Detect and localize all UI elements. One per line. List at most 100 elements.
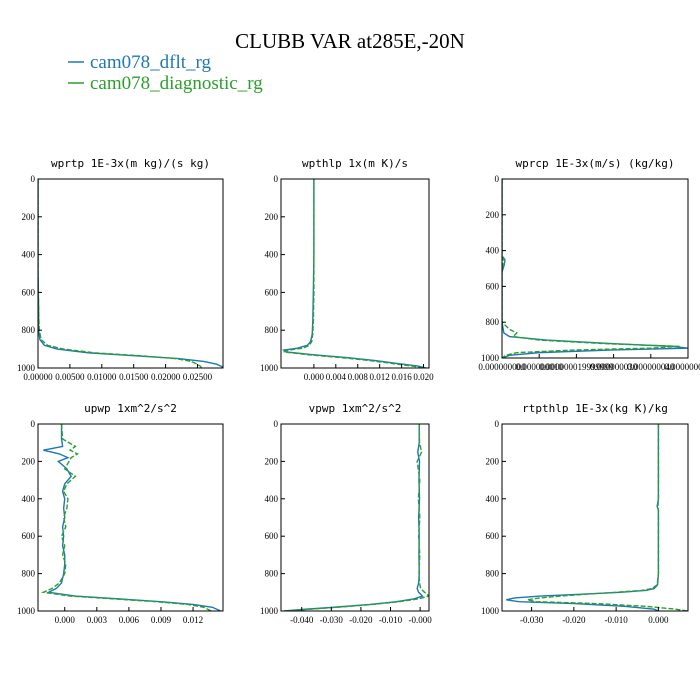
x-tick-label: 0.004 bbox=[326, 372, 347, 382]
y-tick-label: 0 bbox=[495, 174, 500, 184]
y-tick-label: 600 bbox=[265, 287, 279, 297]
y-tick-label: 400 bbox=[265, 250, 279, 260]
y-tick-label: 400 bbox=[22, 250, 36, 260]
plot-frame bbox=[501, 423, 689, 612]
x-tick-label: -0.040 bbox=[290, 615, 314, 625]
y-tick-label: 1000 bbox=[481, 606, 500, 616]
chart-panel-4: upwp 1xm^2/s^2 0 200 400 600 800 1000 0.000 0.00… bbox=[17, 402, 224, 625]
chart-title: wprcp 1E-3x(m/s) (kg/kg) bbox=[516, 157, 675, 170]
x-tick-label: -0.020 bbox=[349, 615, 373, 625]
y-tick-label: 0 bbox=[31, 419, 36, 429]
y-tick-label: 200 bbox=[265, 456, 279, 466]
y-tick-label: 1000 bbox=[17, 606, 36, 616]
y-tick-label: 400 bbox=[265, 494, 279, 504]
legend-label-dflt: cam078_dflt_rg bbox=[90, 52, 212, 73]
x-tick-label: 0.02000 bbox=[151, 372, 181, 382]
x-tick-label: -0.010 bbox=[379, 615, 403, 625]
x-tick-label: 0.000000019999999 bbox=[539, 362, 614, 372]
series-line-diagnostic bbox=[283, 179, 424, 368]
x-tick-label: 0.006 bbox=[119, 615, 140, 625]
x-tick-label: 0.000000010 bbox=[516, 362, 564, 372]
y-tick-label: 200 bbox=[265, 212, 279, 222]
y-tick-label: 200 bbox=[486, 456, 500, 466]
plot-frame bbox=[37, 178, 224, 369]
legend: cam078_dflt_rg cam078_diagnostic_rg bbox=[68, 52, 263, 94]
x-tick-label: 0.01000 bbox=[87, 372, 117, 382]
plot-frame bbox=[280, 178, 430, 369]
y-tick-label: 0 bbox=[274, 174, 279, 184]
y-tick-label: 200 bbox=[22, 212, 36, 222]
x-tick-label: 0.000000030 bbox=[590, 362, 638, 372]
x-tick-label: 0.020 bbox=[413, 372, 434, 382]
chart-title: vpwp 1xm^2/s^2 bbox=[309, 402, 402, 415]
y-tick-label: 800 bbox=[22, 325, 36, 335]
chart-panel-1: wprtp 1E-3x(m kg)/(s kg) 0 200 400 600 800 100… bbox=[17, 157, 224, 382]
x-tick-label: -0.010 bbox=[605, 615, 629, 625]
series-line-diagnostic bbox=[286, 424, 429, 611]
legend-label-diagnostic: cam078_diagnostic_rg bbox=[90, 73, 263, 94]
series-line-dflt bbox=[283, 424, 424, 611]
series-line-diagnostic bbox=[527, 424, 688, 611]
y-tick-label: 600 bbox=[486, 281, 500, 291]
chart-panel-6: rtpthlp 1E-3x(kg K)/kg 0 200 400 600 800 1000 -… bbox=[481, 402, 689, 625]
y-tick-label: 1000 bbox=[17, 363, 36, 373]
plot-frame bbox=[501, 178, 689, 359]
series-line-dflt bbox=[502, 179, 688, 358]
y-tick-label: 800 bbox=[486, 569, 500, 579]
x-tick-label: 0.000 bbox=[648, 615, 669, 625]
y-tick-label: 1000 bbox=[260, 363, 279, 373]
x-tick-label: 0.009 bbox=[151, 615, 172, 625]
y-tick-label: 1000 bbox=[260, 606, 279, 616]
plot-frame bbox=[37, 423, 224, 612]
y-tick-label: 600 bbox=[22, 287, 36, 297]
y-tick-label: 600 bbox=[486, 531, 500, 541]
x-tick-label: 0.01500 bbox=[119, 372, 149, 382]
y-tick-label: 0 bbox=[31, 174, 36, 184]
x-tick-label: 0.008 bbox=[348, 372, 369, 382]
x-tick-label: 0.012 bbox=[370, 372, 390, 382]
y-tick-label: 400 bbox=[486, 246, 500, 256]
y-tick-label: 800 bbox=[486, 317, 500, 327]
y-tick-label: 600 bbox=[22, 531, 36, 541]
y-tick-label: 0 bbox=[495, 419, 500, 429]
chart-title: upwp 1xm^2/s^2 bbox=[84, 402, 177, 415]
y-tick-label: 800 bbox=[22, 569, 36, 579]
chart-title: rtpthlp 1E-3x(kg K)/kg bbox=[522, 402, 668, 415]
x-tick-label: 0.000 bbox=[55, 615, 76, 625]
y-tick-label: 200 bbox=[22, 456, 36, 466]
x-tick-label: 0.012 bbox=[183, 615, 203, 625]
series-line-diagnostic bbox=[38, 179, 202, 368]
x-tick-label: 0.016 bbox=[391, 372, 412, 382]
chart-title: wprtp 1E-3x(m kg)/(s kg) bbox=[51, 157, 210, 170]
series-line-dflt bbox=[38, 179, 223, 368]
y-tick-label: 400 bbox=[486, 494, 500, 504]
x-tick-label: 0.00500 bbox=[55, 372, 85, 382]
x-tick-label: -0.020 bbox=[562, 615, 586, 625]
y-tick-label: 800 bbox=[265, 569, 279, 579]
x-tick-label: 0.003 bbox=[87, 615, 108, 625]
chart-panel-5: vpwp 1xm^2/s^2 0 200 400 600 800 1000 -0.040 -0.… bbox=[260, 402, 432, 625]
plot-frame bbox=[280, 423, 430, 612]
x-tick-label: -0.030 bbox=[320, 615, 344, 625]
series-line-dflt bbox=[506, 424, 660, 611]
x-tick-label: 0.000 bbox=[304, 372, 325, 382]
panels: wprtp 1E-3x(m kg)/(s kg) 0 200 400 600 800 100… bbox=[17, 157, 700, 625]
y-tick-label: 1000 bbox=[481, 353, 500, 363]
chart-title: wpthlp 1x(m K)/s bbox=[302, 157, 408, 170]
x-tick-label: 0.02500 bbox=[183, 372, 213, 382]
y-tick-label: 600 bbox=[265, 531, 279, 541]
y-tick-label: 400 bbox=[22, 494, 36, 504]
x-tick-label: 0.000000050 bbox=[664, 362, 700, 372]
x-tick-label: -0.000 bbox=[408, 615, 432, 625]
y-tick-label: 0 bbox=[274, 419, 279, 429]
y-tick-label: 800 bbox=[265, 325, 279, 335]
x-tick-label: 0.000000000 bbox=[478, 362, 526, 372]
x-tick-label: -0.030 bbox=[520, 615, 544, 625]
figure-title: CLUBB VAR at285E,-20N bbox=[235, 29, 465, 53]
y-tick-label: 200 bbox=[486, 210, 500, 220]
series-line-dflt bbox=[43, 424, 222, 611]
series-line-diagnostic bbox=[40, 424, 212, 611]
x-tick-label: 0.00000 bbox=[23, 372, 53, 382]
